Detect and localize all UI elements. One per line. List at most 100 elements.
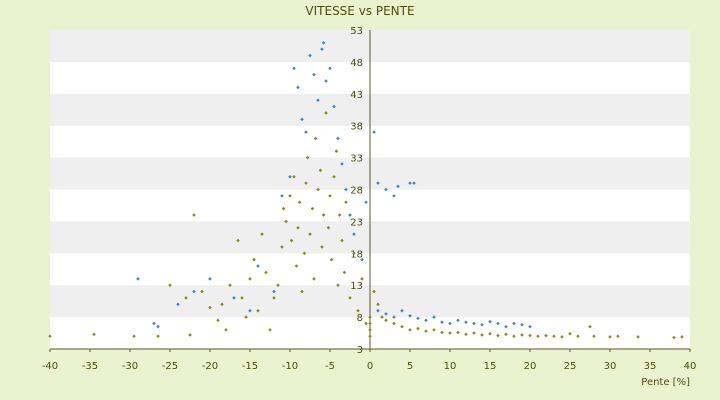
data-point-series-1 xyxy=(364,321,368,326)
data-point-series-2 xyxy=(256,264,260,268)
data-point-series-1 xyxy=(304,181,308,185)
data-point-series-1 xyxy=(512,334,516,339)
x-tick-label: -5 xyxy=(325,361,335,372)
x-tick-label: 15 xyxy=(484,361,497,372)
data-point-series-1 xyxy=(272,296,276,300)
data-point-series-1 xyxy=(352,251,356,256)
data-point-series-1 xyxy=(380,315,384,319)
data-point-series-1 xyxy=(456,330,460,335)
data-point-series-2 xyxy=(348,213,352,217)
data-point-series-1 xyxy=(448,331,452,335)
x-tick-label: 0 xyxy=(367,361,373,372)
data-point-series-1 xyxy=(284,219,288,224)
data-point-series-1 xyxy=(310,206,315,211)
data-point-series-2 xyxy=(392,194,396,198)
data-point-series-2 xyxy=(336,136,340,141)
data-point-series-1 xyxy=(472,331,476,335)
y-tick-label: 53 xyxy=(350,26,363,37)
tick-labels: -40 -35 -30 -25 -20 -15 -10 -5 0 5 10 15 20 25 30 35 40 3… xyxy=(42,26,697,372)
data-point-series-2 xyxy=(308,53,312,58)
data-point-series-1 xyxy=(216,318,220,323)
data-point-series-1 xyxy=(342,270,347,275)
data-point-series-1 xyxy=(302,251,307,256)
data-point-series-2 xyxy=(344,187,348,192)
data-point-series-1 xyxy=(488,331,492,336)
data-point-series-2 xyxy=(408,181,412,185)
data-point-series-2 xyxy=(288,174,292,179)
data-point-series-1 xyxy=(520,333,524,337)
x-tick-label: -10 xyxy=(282,361,298,372)
data-point-series-1 xyxy=(288,194,292,198)
x-tick-label: -15 xyxy=(242,361,258,372)
data-point-series-1 xyxy=(560,335,564,339)
data-point-series-2 xyxy=(208,277,212,281)
data-point-series-1 xyxy=(240,296,244,300)
data-point-series-1 xyxy=(92,332,96,337)
data-point-series-1 xyxy=(228,283,232,287)
data-point-series-1 xyxy=(432,328,436,332)
data-point-series-2 xyxy=(528,324,532,329)
data-point-series-1 xyxy=(329,257,334,262)
data-point-series-1 xyxy=(289,238,294,243)
data-point-series-1 xyxy=(292,174,296,179)
x-tick-label: 25 xyxy=(564,361,577,372)
y-tick-label: 8 xyxy=(357,313,363,324)
data-point-series-1 xyxy=(608,335,612,339)
data-point-series-1 xyxy=(552,334,556,339)
data-point-series-2 xyxy=(272,289,276,294)
data-point-series-1 xyxy=(504,332,508,337)
x-tick-label: 30 xyxy=(604,361,617,372)
data-point-series-2 xyxy=(312,72,316,77)
data-point-series-2 xyxy=(292,66,296,71)
data-point-series-1 xyxy=(200,289,204,294)
x-tick-label: -25 xyxy=(162,361,178,372)
data-point-series-1 xyxy=(408,328,412,332)
data-point-series-1 xyxy=(156,334,160,339)
data-point-series-1 xyxy=(576,334,580,339)
data-point-series-1 xyxy=(184,296,188,300)
data-point-series-1 xyxy=(424,329,428,333)
data-point-series-2 xyxy=(332,104,336,109)
data-point-series-1 xyxy=(672,335,676,340)
data-point-series-2 xyxy=(448,321,452,326)
data-point-series-1 xyxy=(528,333,532,338)
data-point-series-1 xyxy=(588,324,592,329)
data-point-series-2 xyxy=(384,187,388,192)
data-point-series-1 xyxy=(220,302,224,307)
data-point-series-2 xyxy=(424,318,428,323)
data-point-series-1 xyxy=(440,330,444,335)
x-tick-label: 5 xyxy=(407,361,413,372)
data-point-series-1 xyxy=(192,213,196,217)
data-point-series-2 xyxy=(280,194,284,198)
data-point-series-1 xyxy=(332,174,336,179)
x-tick-label: 40 xyxy=(684,361,697,372)
data-point-series-1 xyxy=(268,328,272,332)
data-point-series-1 xyxy=(264,270,268,275)
data-point-series-1 xyxy=(636,335,640,339)
data-point-series-1 xyxy=(321,213,326,217)
data-point-series-2 xyxy=(396,184,400,189)
x-tick-label: 20 xyxy=(524,361,537,372)
data-point-series-1 xyxy=(313,136,318,141)
data-point-series-2 xyxy=(176,302,180,307)
data-point-series-2 xyxy=(321,40,326,45)
data-point-series-2 xyxy=(328,66,332,71)
y-tick-label: 23 xyxy=(350,217,363,228)
data-point-series-1 xyxy=(356,308,360,313)
data-point-series-2 xyxy=(300,117,304,122)
data-point-series-1 xyxy=(337,213,342,217)
data-point-series-2 xyxy=(512,321,516,326)
data-points xyxy=(48,40,684,340)
x-tick-label: 10 xyxy=(444,361,457,372)
data-point-series-1 xyxy=(368,315,372,319)
data-point-series-1 xyxy=(324,111,328,115)
data-point-series-1 xyxy=(368,321,372,326)
x-tick-label: -30 xyxy=(122,361,138,372)
data-point-series-1 xyxy=(296,225,300,230)
data-point-series-2 xyxy=(432,315,436,319)
y-tick-label: 48 xyxy=(350,58,363,69)
y-tick-label: 28 xyxy=(350,186,363,197)
data-point-series-2 xyxy=(248,308,252,313)
y-tick-label: 18 xyxy=(350,249,363,260)
